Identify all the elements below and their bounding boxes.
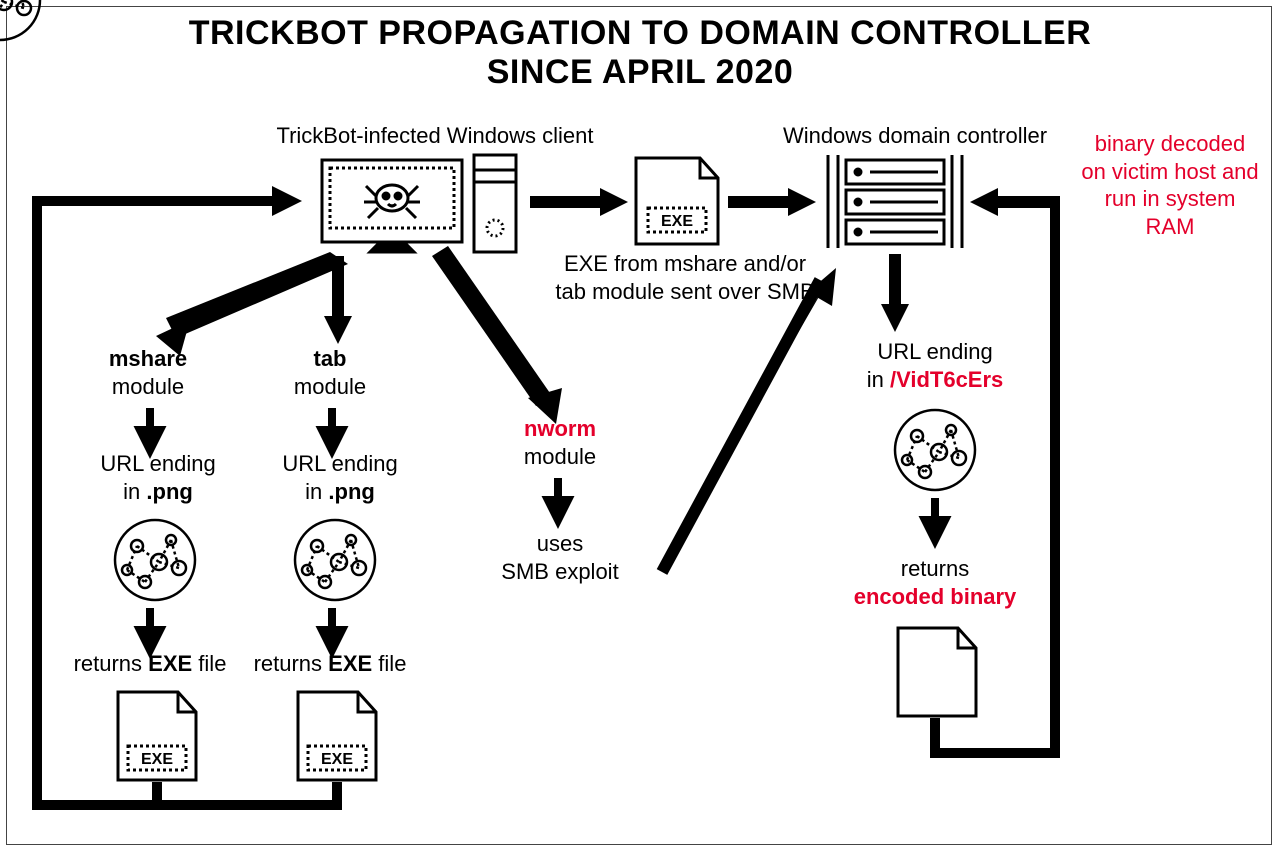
server-rack-icon: [828, 155, 962, 248]
ret2-bold: EXE: [328, 651, 372, 676]
url1-pre: URL ending: [100, 451, 215, 476]
ret2-pre: returns: [254, 651, 329, 676]
tab-bold: tab: [314, 346, 347, 371]
svg-text:EXE: EXE: [321, 751, 353, 768]
label-mshare-mod: mshare module: [78, 345, 218, 400]
label-url-png-1: URL ending in .png: [78, 450, 238, 505]
label-infected-client: TrickBot-infected Windows client: [255, 122, 615, 150]
label-tab-mod: tab module: [260, 345, 400, 400]
uses-l1: uses: [537, 531, 583, 556]
infected-pc-icon: [322, 155, 516, 252]
ret1-post: file: [192, 651, 226, 676]
ret2-post: file: [372, 651, 406, 676]
network-icon-1: [115, 520, 195, 600]
label-ret-enc: returns encoded binary: [825, 555, 1045, 610]
label-smb-exe-l2: tab module sent over SMB: [555, 279, 814, 304]
url1-postpre: in: [123, 479, 146, 504]
arrow-smb-to-server-line: [662, 280, 820, 572]
arrow-pc-to-mshare: [156, 252, 348, 356]
network-icon-2: [295, 520, 375, 600]
mshare-bold: mshare: [109, 346, 187, 371]
label-domain-ctrl: Windows domain controller: [755, 122, 1075, 150]
tab-rest: module: [294, 374, 366, 399]
ret1-pre: returns: [74, 651, 149, 676]
label-binary-decoded: binary decoded on victim host and run in…: [1080, 130, 1260, 240]
urlv-postpre: in: [867, 367, 890, 392]
label-uses-smb: uses SMB exploit: [460, 530, 660, 585]
nworm-bold: nworm: [524, 416, 596, 441]
label-smb-exe: EXE from mshare and/or tab module sent o…: [535, 250, 835, 305]
url1-bold: .png: [146, 479, 192, 504]
nworm-rest: module: [524, 444, 596, 469]
label-url-vid: URL ending in /VidT6cErs: [825, 338, 1045, 393]
retenc-l1: returns: [901, 556, 969, 581]
arrow-exe-to-server: [728, 188, 816, 216]
label-ret-exe-1: returns EXE file: [50, 650, 250, 678]
arrow-pc-to-exe: [530, 188, 628, 216]
blank-file-icon: [898, 628, 976, 716]
mshare-rest: module: [112, 374, 184, 399]
exe-file-1-icon: EXE: [118, 692, 196, 780]
exe-doc-mid-icon: EXE: [636, 158, 718, 244]
url2-pre: URL ending: [282, 451, 397, 476]
url2-bold: .png: [328, 479, 374, 504]
urlv-pre: URL ending: [877, 339, 992, 364]
svg-layer: EXE: [0, 0, 1280, 853]
urlv-bold: /VidT6cErs: [890, 367, 1003, 392]
diagram-canvas: TRICKBOT PROPAGATION TO DOMAIN CONTROLLE…: [0, 0, 1280, 853]
ret1-bold: EXE: [148, 651, 192, 676]
label-ret-exe-2: returns EXE file: [230, 650, 430, 678]
retenc-bold: encoded binary: [854, 584, 1017, 609]
svg-text:EXE: EXE: [661, 213, 693, 230]
url2-postpre: in: [305, 479, 328, 504]
svg-text:EXE: EXE: [141, 751, 173, 768]
label-url-png-2: URL ending in .png: [260, 450, 420, 505]
uses-l2: SMB exploit: [501, 559, 618, 584]
exe-file-2-icon: EXE: [298, 692, 376, 780]
network-icon-3: [895, 410, 975, 490]
arrow-server-down: [881, 254, 909, 332]
label-smb-exe-l1: EXE from mshare and/or: [564, 251, 806, 276]
label-nworm-mod: nworm module: [490, 415, 630, 470]
